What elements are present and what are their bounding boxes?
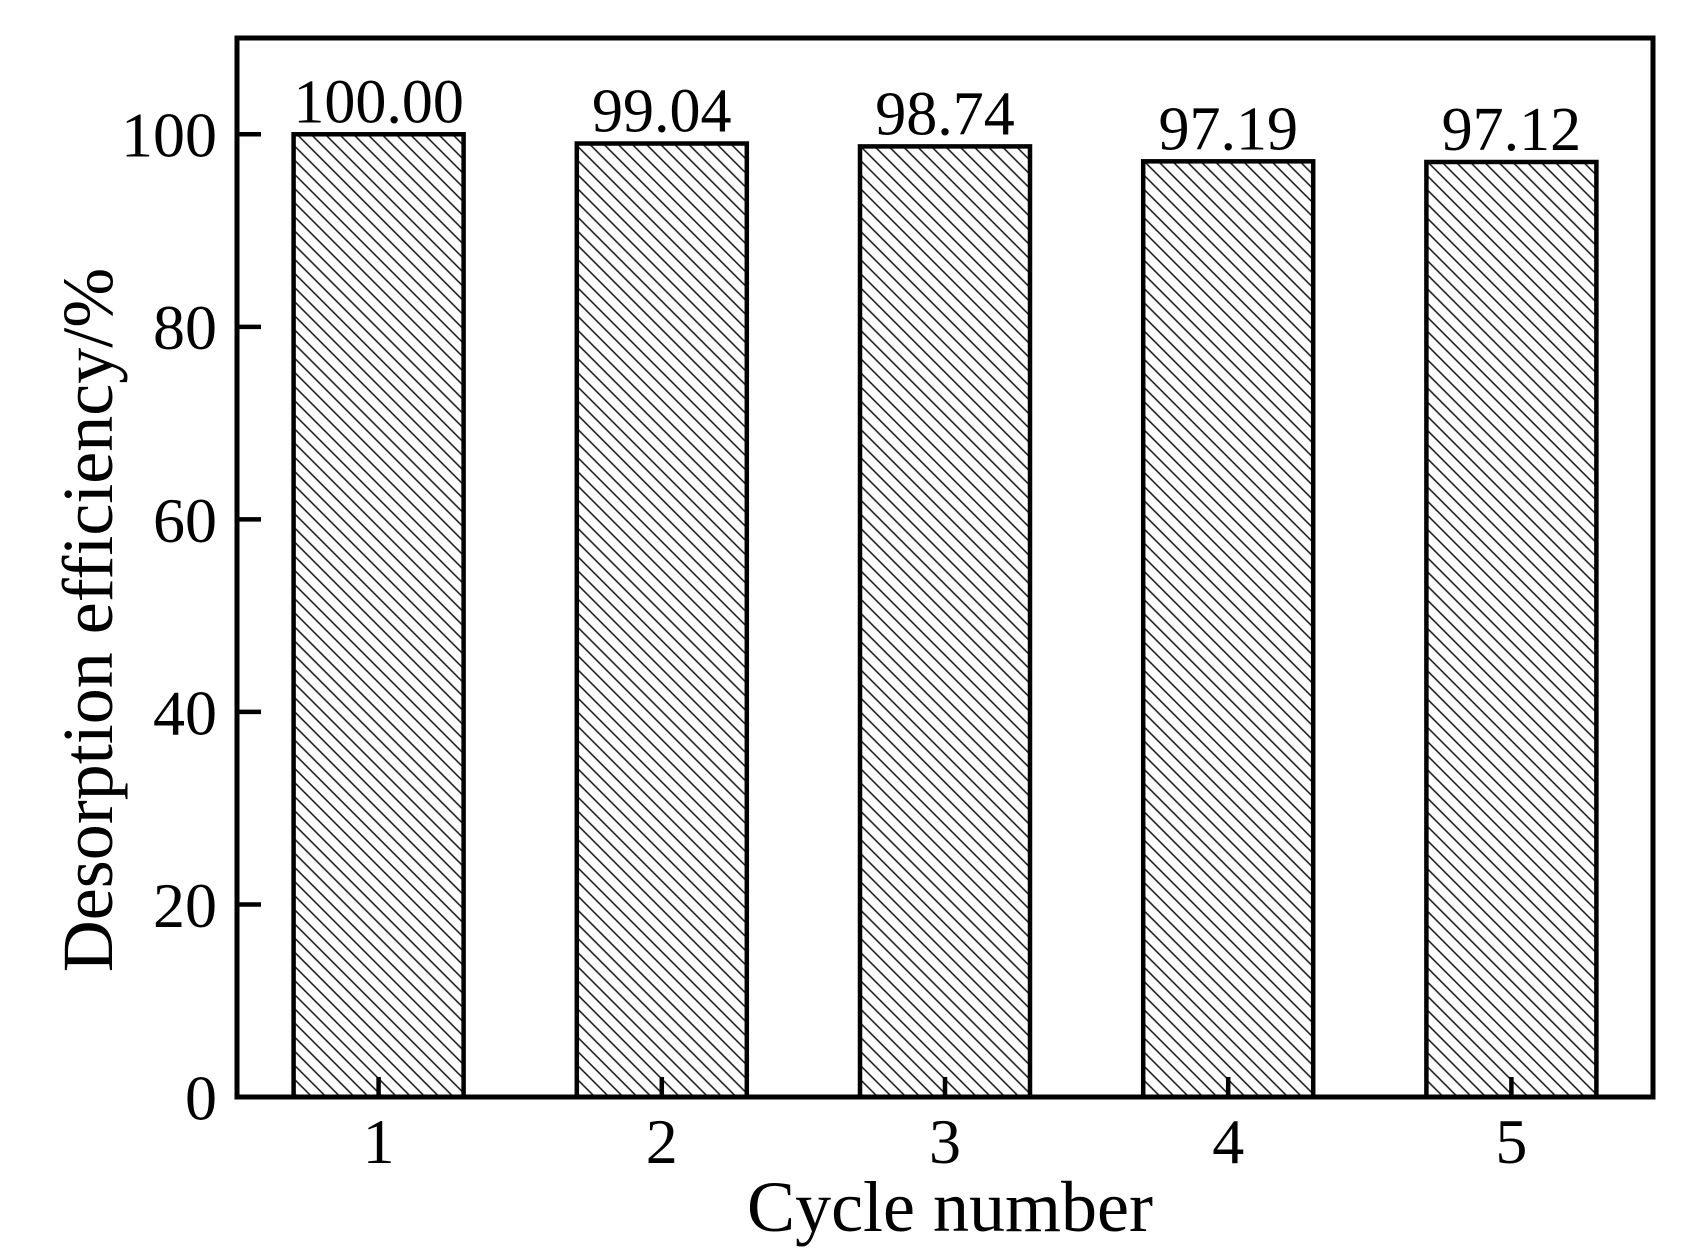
y-tick-label-40: 40 [153,677,217,748]
bar-value-label-1: 100.00 [293,68,464,136]
bars-group [291,132,1599,1100]
x-tick-label-5: 5 [1495,1106,1527,1177]
y-tick-label-0: 0 [185,1062,217,1133]
y-axis-ticks [237,132,261,1100]
bar-value-label-3: 98.74 [875,80,1015,148]
bar-value-label-2: 99.04 [592,78,732,146]
x-tick-label-3: 3 [929,1106,961,1177]
y-tick-label-20: 20 [153,870,217,941]
bar-value-labels: 100.00 99.04 98.74 97.19 97.12 [293,68,1581,164]
y-axis-title: Desorption efficiency/% [48,268,128,972]
bar-cycle-4 [1140,159,1316,1100]
x-tick-label-1: 1 [363,1106,395,1177]
x-axis-tick-labels: 1 2 3 4 5 [363,1106,1528,1177]
bar-cycle-1 [291,132,466,1100]
x-axis-ticks [376,1077,1514,1097]
bar-value-label-5: 97.12 [1442,96,1582,164]
x-tick-label-2: 2 [646,1106,678,1177]
y-tick-label-100: 100 [121,100,217,171]
x-tick-label-4: 4 [1212,1106,1244,1177]
x-axis-title: Cycle number [747,1167,1153,1247]
bar-cycle-2 [574,141,750,1100]
y-tick-label-80: 80 [153,292,217,363]
y-tick-label-60: 60 [153,485,217,556]
y-axis-tick-labels: 0 20 40 60 80 100 [121,100,217,1134]
bar-value-label-4: 97.19 [1158,95,1298,163]
bar-cycle-5 [1424,159,1599,1100]
bar-cycle-3 [857,144,1033,1100]
